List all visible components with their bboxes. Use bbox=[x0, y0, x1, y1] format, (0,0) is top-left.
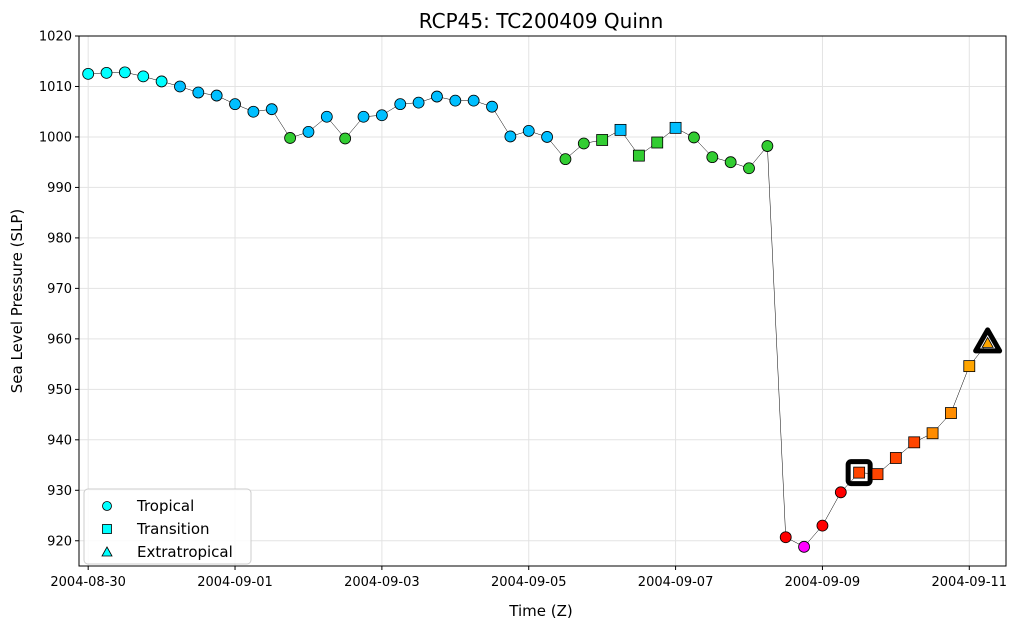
legend-extratropical-label: Extratropical bbox=[137, 543, 233, 561]
data-point-square bbox=[963, 360, 976, 373]
data-point-square bbox=[632, 149, 645, 162]
x-tick-label: 2004-09-03 bbox=[344, 575, 420, 590]
y-tick-label: 940 bbox=[47, 433, 72, 448]
data-point-square bbox=[669, 121, 682, 134]
data-point-square bbox=[908, 436, 921, 449]
data-point-circle bbox=[339, 132, 352, 145]
data-point-circle bbox=[247, 105, 260, 118]
legend-tropical-marker bbox=[102, 501, 112, 511]
x-tick-label: 2004-09-05 bbox=[491, 575, 567, 590]
y-tick-label: 970 bbox=[47, 282, 72, 297]
data-point-circle bbox=[816, 519, 829, 532]
track-line-layer bbox=[88, 72, 988, 548]
data-point-square bbox=[853, 466, 866, 479]
data-point-circle bbox=[761, 140, 774, 152]
y-tick-label: 980 bbox=[47, 231, 72, 246]
data-point-circle bbox=[467, 94, 480, 107]
y-axis-label: Sea Level Pressure (SLP) bbox=[8, 209, 26, 394]
data-point-square bbox=[945, 407, 957, 419]
chart-title: RCP45: TC200409 Quinn bbox=[419, 9, 664, 33]
legend-transition-label: Transition bbox=[136, 520, 210, 538]
data-point-circle bbox=[192, 86, 205, 99]
y-tick-label: 920 bbox=[47, 534, 72, 549]
y-tick-label: 960 bbox=[47, 332, 72, 347]
data-point-circle bbox=[577, 137, 590, 150]
data-point-circle bbox=[302, 126, 315, 138]
data-point-circle bbox=[504, 130, 517, 143]
data-point-circle bbox=[375, 109, 388, 122]
data-point-square bbox=[614, 123, 627, 136]
data-point-circle bbox=[284, 132, 296, 144]
data-point-circle bbox=[834, 486, 847, 499]
x-tick-label: 2004-09-11 bbox=[932, 575, 1008, 590]
y-tick-label: 930 bbox=[47, 484, 72, 499]
legend-frame bbox=[83, 488, 252, 565]
y-tick-label: 1020 bbox=[39, 30, 72, 45]
storm-track-line bbox=[88, 72, 988, 548]
data-point-square bbox=[889, 452, 902, 464]
data-point-circle bbox=[559, 153, 572, 166]
data-point-square bbox=[651, 136, 664, 149]
data-point-circle bbox=[706, 151, 719, 164]
data-point-circle bbox=[357, 110, 370, 123]
data-point-circle bbox=[210, 89, 223, 102]
axis-ticks: 920 930 940 950 960 970 980 990 1000 1010 1020 2004… bbox=[39, 30, 1007, 591]
data-point-circle bbox=[431, 90, 443, 103]
data-point-square bbox=[926, 427, 939, 440]
x-tick-label: 2004-09-09 bbox=[785, 575, 861, 590]
data-point-circle bbox=[798, 540, 810, 553]
data-point-circle bbox=[100, 66, 113, 79]
data-point-circle bbox=[449, 94, 462, 107]
legend-tropical-label: Tropical bbox=[136, 497, 194, 515]
legend-transition-marker bbox=[102, 524, 112, 534]
data-points bbox=[82, 66, 1003, 553]
data-point-circle bbox=[155, 75, 168, 88]
x-axis-label: Time (Z) bbox=[508, 602, 572, 620]
y-tick-label: 1010 bbox=[39, 80, 72, 95]
data-point-circle bbox=[265, 103, 278, 116]
data-point-circle bbox=[779, 531, 792, 544]
data-point-circle bbox=[688, 131, 700, 144]
y-tick-label: 1000 bbox=[39, 130, 72, 145]
data-point-circle bbox=[541, 131, 553, 143]
data-point-circle bbox=[743, 162, 755, 175]
highlight-marker bbox=[973, 327, 1003, 354]
data-point-circle bbox=[82, 67, 95, 80]
y-tick-label: 950 bbox=[47, 383, 72, 398]
plot-frame bbox=[78, 35, 1007, 567]
highlight-marker bbox=[845, 459, 873, 487]
grid-lines bbox=[79, 35, 1006, 566]
data-point-circle bbox=[118, 66, 131, 79]
data-point-circle bbox=[486, 100, 498, 113]
data-point-circle bbox=[522, 124, 535, 137]
data-point-circle bbox=[412, 96, 425, 109]
data-point-circle bbox=[320, 110, 333, 123]
data-point-circle bbox=[137, 70, 150, 83]
y-tick-label: 990 bbox=[47, 181, 72, 196]
data-point-circle bbox=[724, 156, 737, 169]
data-point-triangle bbox=[981, 336, 994, 348]
data-point-circle bbox=[394, 98, 407, 111]
x-tick-label: 2004-09-07 bbox=[638, 575, 714, 590]
x-tick-label: 2004-08-30 bbox=[50, 575, 126, 590]
data-point-square bbox=[596, 134, 609, 146]
data-point-square bbox=[871, 468, 884, 481]
legend-extratropical-marker bbox=[101, 546, 113, 557]
data-point-circle bbox=[174, 80, 186, 93]
data-point-circle bbox=[229, 98, 241, 111]
legend: Tropical Transition Extratropical bbox=[83, 488, 252, 565]
x-tick-label: 2004-09-01 bbox=[197, 575, 273, 590]
